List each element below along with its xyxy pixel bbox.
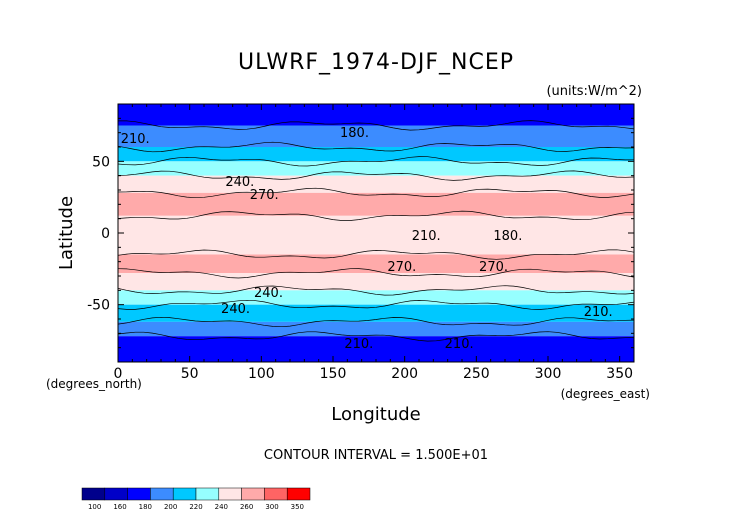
- colorbar-swatch: [264, 487, 288, 501]
- y-tick-label: 0: [101, 226, 110, 242]
- contour-line: [118, 187, 634, 199]
- y-tick-label: -50: [87, 298, 110, 314]
- x-axis-title: Longitude: [331, 404, 421, 425]
- x-tick-label: 200: [391, 366, 418, 382]
- contour-line: [118, 156, 634, 167]
- contour-line: [118, 268, 634, 279]
- contour-label: 270.: [250, 188, 279, 203]
- contour-label: 240.: [221, 302, 250, 317]
- contour-band: [118, 161, 634, 176]
- contour-line: [118, 120, 634, 131]
- colorbar-swatch: [241, 487, 265, 501]
- x-tick-label: 300: [535, 366, 562, 382]
- colorbar-swatch: [81, 487, 106, 501]
- colorbar-label: 100: [88, 503, 101, 511]
- contour-label: 210.: [344, 337, 373, 352]
- contour-band: [118, 192, 634, 216]
- contour-label: 210.: [121, 132, 150, 147]
- contour-labels: 210. 180.240.270.210. 180.270. 270.240.240.…: [121, 126, 613, 352]
- colorbar-swatch: [172, 487, 197, 501]
- contour-band: [118, 304, 634, 322]
- colorbar-label: 200: [164, 503, 177, 511]
- contour-label: 270.: [479, 260, 508, 275]
- chart-title: ULWRF_1974-DJF_NCEP: [238, 50, 514, 75]
- contour-line: [118, 299, 634, 310]
- contour-line: [118, 285, 634, 296]
- plot-area: [118, 104, 634, 362]
- contour-line: [118, 141, 634, 153]
- contour-band: [118, 273, 634, 291]
- y-axis: 50 0 -50: [87, 117, 634, 349]
- contour-band: [118, 336, 634, 362]
- contour-band: [118, 321, 634, 337]
- x-unit-label: (degrees_east): [561, 387, 650, 401]
- contour-line: [118, 210, 634, 221]
- colorbar-label: 180: [139, 503, 152, 511]
- contour-line: [118, 170, 634, 181]
- contour-line: [118, 249, 634, 260]
- y-axis-title: Latitude: [56, 196, 77, 270]
- contour-band: [118, 175, 634, 193]
- contour-label: 270.: [387, 260, 416, 275]
- colorbar-swatch: [104, 487, 128, 501]
- x-tick-label: 0: [114, 366, 123, 382]
- colorbar: 100 160 180 200 220 240 260 300 350: [81, 487, 311, 511]
- x-tick-label: 150: [320, 366, 347, 382]
- contour-band: [118, 290, 634, 305]
- contour-line: [118, 316, 634, 328]
- x-tick-label: 350: [606, 366, 633, 382]
- colorbar-swatch: [218, 487, 242, 501]
- x-tick-label: 250: [463, 366, 490, 382]
- contour-band: [118, 104, 634, 126]
- contour-label: 210.: [412, 229, 441, 244]
- contour-label: 240.: [225, 175, 254, 190]
- colorbar-label: 260: [240, 503, 253, 511]
- colorbar-swatch: [195, 487, 220, 501]
- contour-band: [118, 254, 634, 274]
- colorbar-swatch: [286, 487, 311, 501]
- x-tick-label: 50: [181, 366, 199, 382]
- contour-label: 180.: [493, 229, 522, 244]
- colorbar-label: 350: [291, 503, 304, 511]
- x-tick-label: 100: [248, 366, 275, 382]
- x-axis: 0 50 100 150 200 250 300 350: [114, 104, 633, 382]
- colorbar-label: 160: [113, 503, 126, 511]
- contour-band: [118, 215, 634, 255]
- contour-line: [118, 331, 634, 342]
- contour-interval: CONTOUR INTERVAL = 1.500E+01: [264, 448, 488, 463]
- y-tick-label: 50: [92, 154, 110, 170]
- contour-band: [118, 147, 634, 162]
- contour-label: 240.: [254, 286, 283, 301]
- contour-label: 210.: [445, 337, 474, 352]
- colorbar-label: 220: [189, 503, 202, 511]
- contour-label: 210.: [584, 305, 613, 320]
- colorbar-swatch: [150, 487, 174, 501]
- contour-band: [118, 125, 634, 147]
- y-unit-label: (degrees_north): [46, 377, 142, 391]
- colorbar-label: 240: [215, 503, 228, 511]
- contour-label: 180.: [340, 126, 369, 141]
- colorbar-label: 300: [265, 503, 278, 511]
- colorbar-swatch: [127, 487, 151, 501]
- units-label: (units:W/m^2): [546, 84, 642, 99]
